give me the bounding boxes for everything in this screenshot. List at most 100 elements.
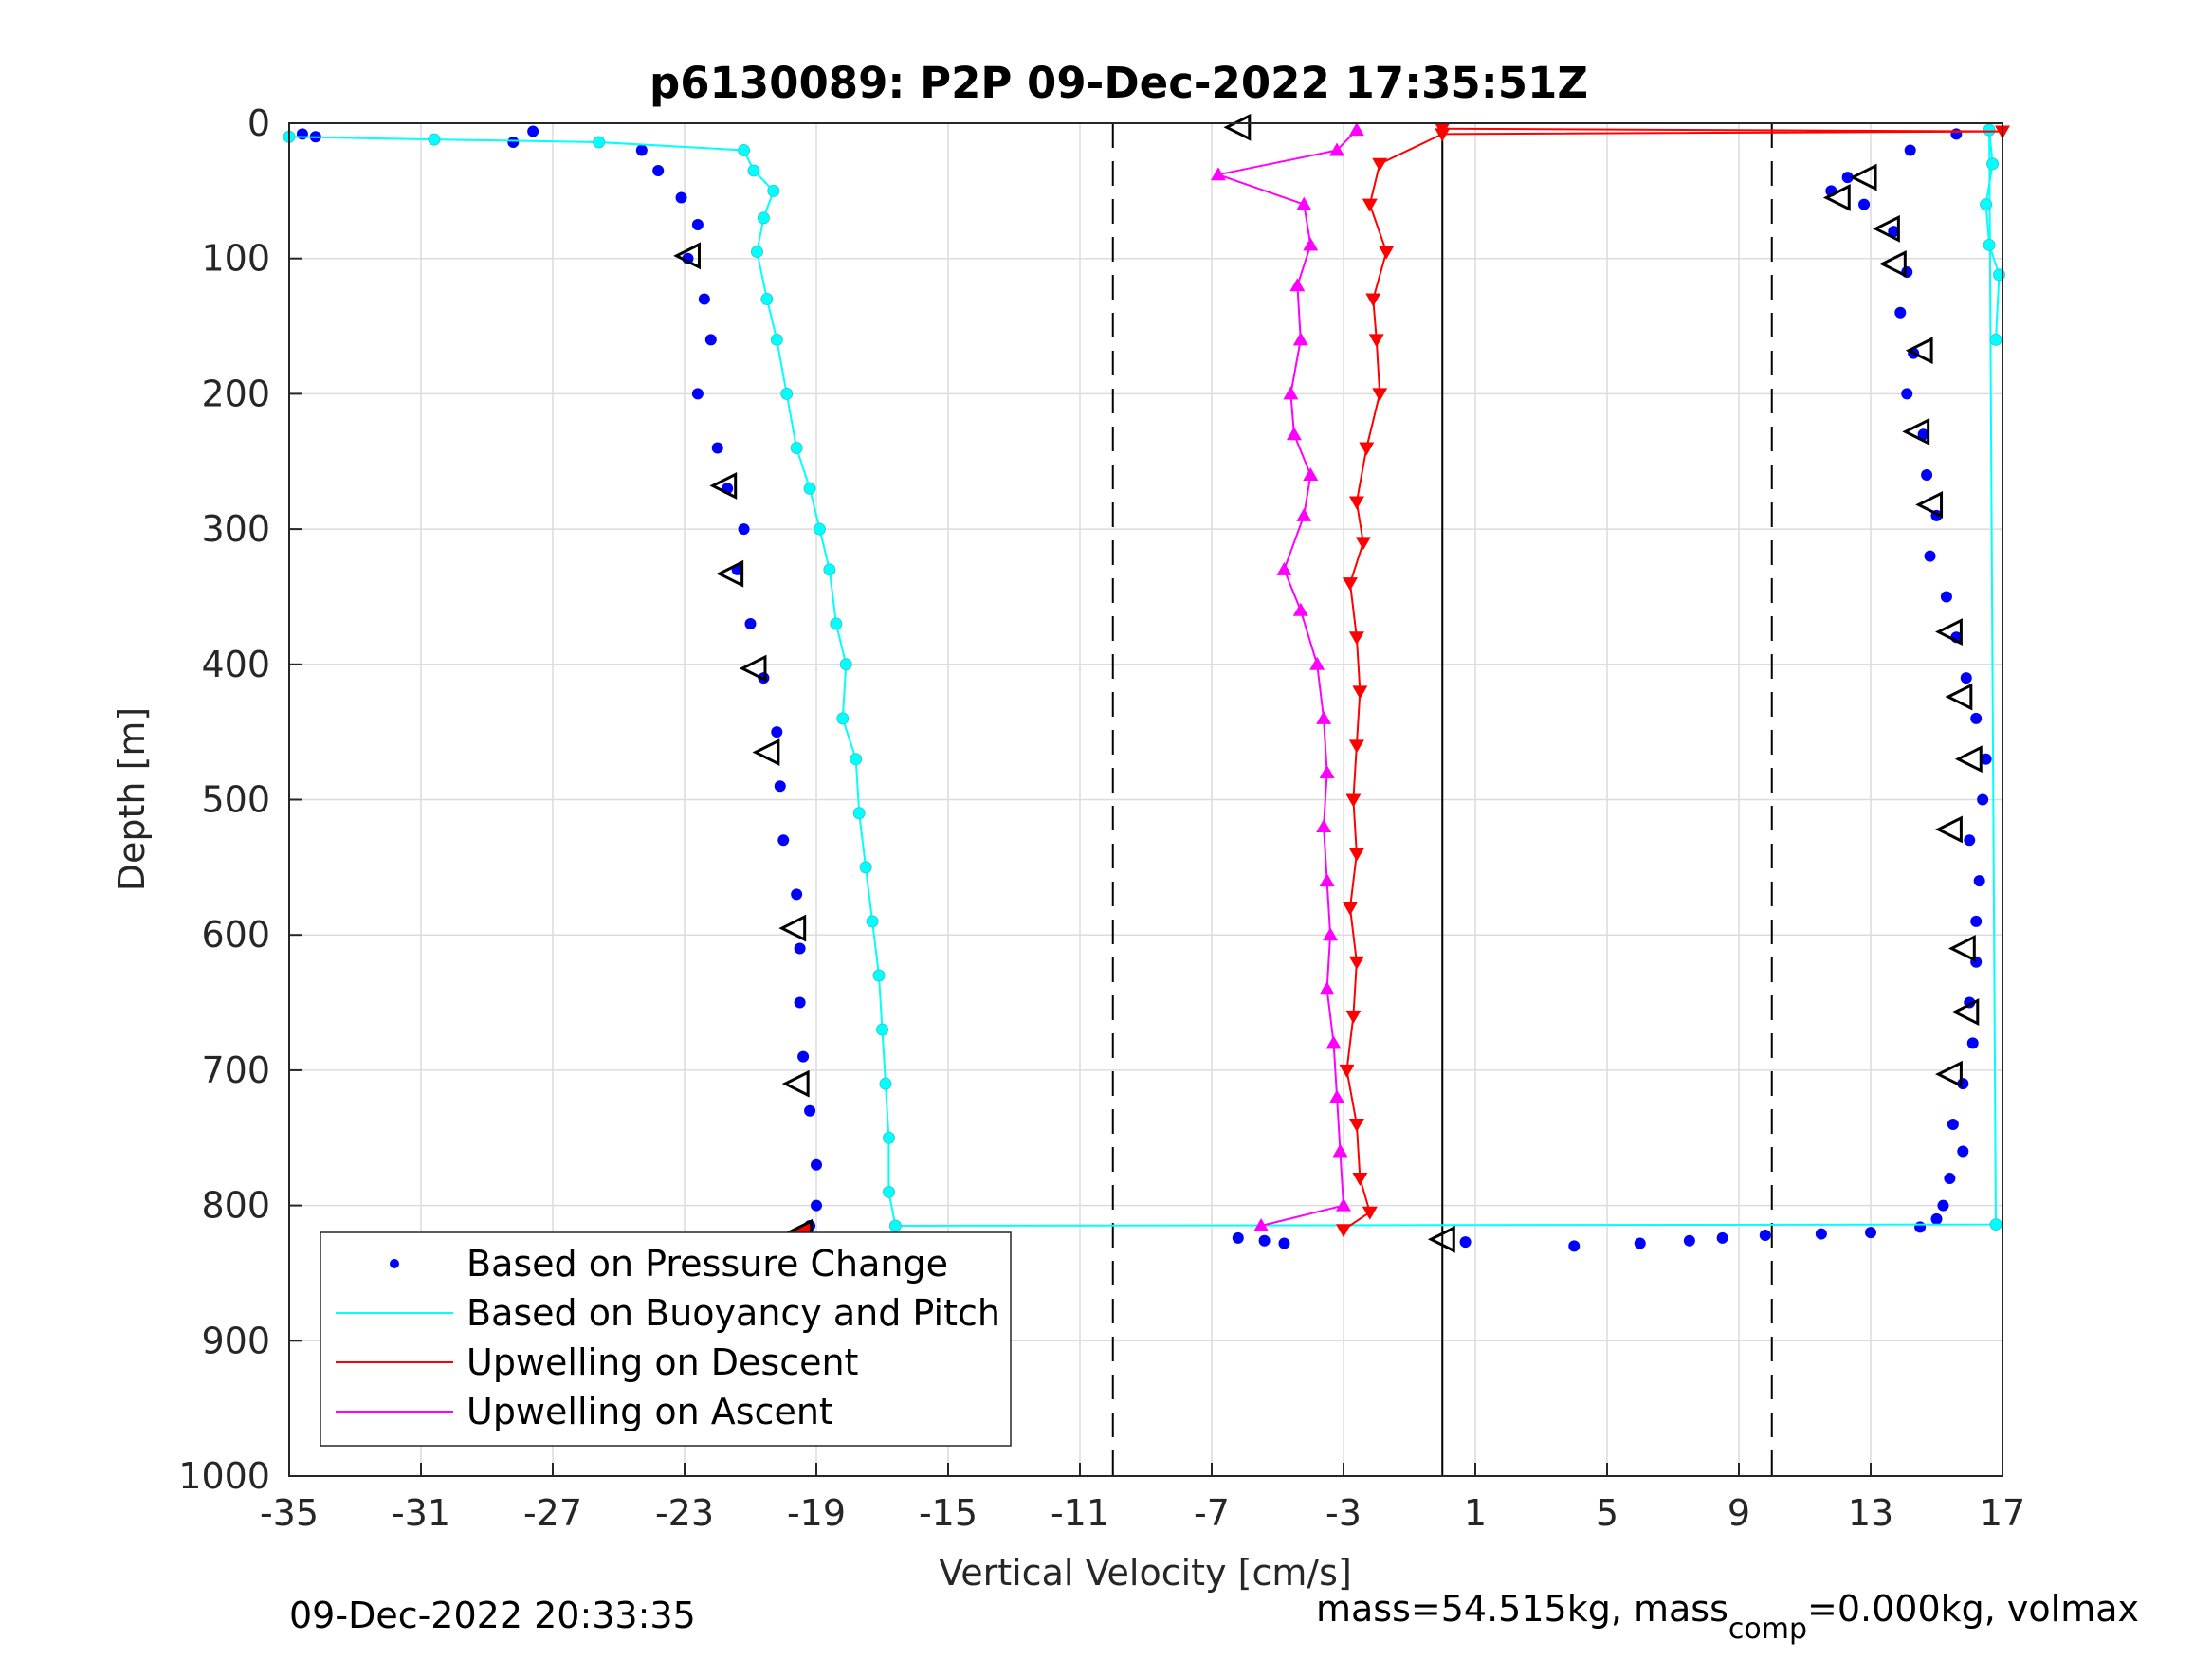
y-tick-label: 700 xyxy=(201,1049,270,1091)
pressure-point xyxy=(1921,469,1933,482)
direction-marker xyxy=(1223,113,1252,141)
buoyancy-point xyxy=(593,136,606,149)
buoyancy-point xyxy=(780,387,794,400)
ascent-point xyxy=(1332,1143,1348,1158)
direction-marker xyxy=(1954,745,1983,774)
mass-text-2: =0.000kg, volmax xyxy=(1807,1588,2139,1630)
descent-point xyxy=(1355,537,1371,551)
x-tick-label: -23 xyxy=(655,1492,714,1534)
footer-mass-info: mass=54.515kg, masscomp=0.000kg, volmax xyxy=(1316,1588,2139,1646)
pressure-point xyxy=(1950,128,1963,140)
pressure-point xyxy=(1894,306,1907,319)
pressure-point xyxy=(777,834,790,847)
pressure-point xyxy=(774,780,786,793)
descent-point xyxy=(1345,1010,1362,1024)
buoyancy-point xyxy=(1983,123,1996,137)
legend-swatch xyxy=(390,1259,399,1268)
ascent-point xyxy=(1329,142,1345,156)
pressure-point xyxy=(652,164,665,176)
buoyancy-point xyxy=(1986,157,2000,171)
descent-point xyxy=(1362,198,1378,212)
pressure-point xyxy=(698,293,710,305)
legend-label: Based on Pressure Change xyxy=(466,1243,948,1285)
ascent-point xyxy=(1309,656,1325,670)
y-tick-label: 1000 xyxy=(178,1455,270,1497)
pressure-point xyxy=(804,1104,816,1117)
direction-marker xyxy=(1873,214,1900,243)
buoyancy-point xyxy=(803,482,816,495)
pressure-point xyxy=(507,136,520,148)
ascent-point xyxy=(1316,819,1332,833)
pressure-point xyxy=(1973,875,1985,887)
pressure-point xyxy=(1924,550,1936,562)
buoyancy-point xyxy=(839,658,852,671)
ascent-point xyxy=(1303,237,1319,251)
buoyancy-point xyxy=(790,441,803,454)
x-tick-label: -15 xyxy=(919,1492,978,1534)
descent-point xyxy=(1352,1173,1368,1187)
pressure-point xyxy=(1930,1212,1943,1225)
buoyancy-point xyxy=(1989,1218,2002,1231)
descent-point xyxy=(1372,388,1388,402)
buoyancy-point xyxy=(882,1185,895,1198)
descent-point xyxy=(1348,956,1364,970)
ascent-point xyxy=(1329,1089,1345,1103)
descent-point xyxy=(1348,496,1364,510)
buoyancy-point xyxy=(879,1077,892,1090)
ascent-point xyxy=(1316,710,1332,724)
pressure-point xyxy=(635,144,648,156)
descent-point xyxy=(1362,1206,1378,1220)
descent-point xyxy=(1336,1224,1351,1238)
x-tick-label: -35 xyxy=(260,1492,319,1534)
x-tick-label: -27 xyxy=(523,1492,582,1534)
direction-marker xyxy=(1935,1060,1963,1088)
direction-marker xyxy=(1849,163,1877,191)
legend: Based on Pressure Change Based on Buoyanc… xyxy=(320,1231,1012,1447)
direction-marker xyxy=(673,242,701,270)
series-group xyxy=(1336,122,2010,1238)
buoyancy-point xyxy=(428,133,441,146)
x-tick-label: 13 xyxy=(1848,1492,1893,1534)
buoyancy-point xyxy=(760,293,774,306)
buoyancy-point xyxy=(852,807,866,820)
ascent-point xyxy=(1296,196,1312,210)
legend-box xyxy=(320,1231,1012,1447)
direction-marker xyxy=(1951,998,1980,1026)
direction-marker xyxy=(709,472,738,500)
buoyancy-point xyxy=(738,144,751,157)
legend-entry: Upwelling on Ascent xyxy=(336,1391,833,1432)
data-series xyxy=(283,122,2010,1252)
pressure-point xyxy=(1634,1237,1646,1249)
legend-entry: Based on Pressure Change xyxy=(390,1243,948,1285)
pressure-point xyxy=(1970,915,1983,927)
y-tick-label: 400 xyxy=(201,644,270,685)
ascent-point xyxy=(1325,1035,1342,1049)
axis-ticks: -35 -31 -27 -23 -19 -15 -11 -7 -3 1 5 9 13 1701002003… xyxy=(178,102,2025,1534)
direction-marker xyxy=(1905,337,1933,365)
descent-point xyxy=(1348,631,1364,646)
buoyancy-point xyxy=(1980,198,1993,211)
ascent-point xyxy=(1296,507,1312,521)
direction-marker xyxy=(752,738,780,766)
pressure-point xyxy=(1888,226,1900,238)
direction-marker xyxy=(778,914,807,942)
descent-point xyxy=(1342,577,1358,592)
descent-point xyxy=(1352,685,1368,700)
pressure-point xyxy=(1966,1037,1979,1049)
buoyancy-point xyxy=(866,915,879,928)
buoyancy-point xyxy=(882,1131,895,1144)
series-group xyxy=(1210,122,1364,1232)
x-tick-label: 5 xyxy=(1596,1492,1618,1534)
ascent-point xyxy=(1348,122,1364,137)
buoyancy-point xyxy=(813,522,826,536)
direction-marker xyxy=(1935,618,1963,646)
buoyancy-point xyxy=(823,563,836,576)
pressure-point xyxy=(1977,793,1989,806)
y-tick-label: 500 xyxy=(201,779,270,821)
direction-marker xyxy=(1902,417,1930,446)
pressure-point xyxy=(1964,834,1976,847)
pressure-point xyxy=(738,523,750,536)
ascent-point xyxy=(1323,927,1339,941)
x-tick-label: -7 xyxy=(1194,1492,1230,1534)
